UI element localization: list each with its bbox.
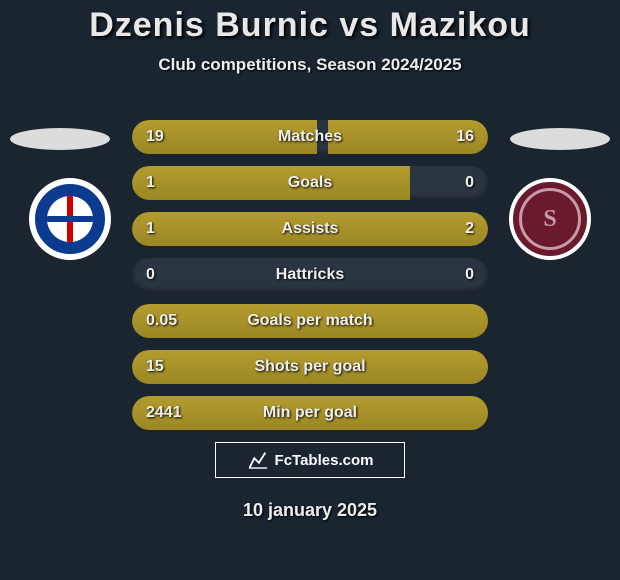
chart-icon — [247, 449, 269, 471]
subtitle: Club competitions, Season 2024/2025 — [0, 55, 620, 75]
player-right-shadow — [510, 128, 610, 150]
club-right-logo: S — [509, 178, 591, 260]
stat-row: 15 Shots per goal — [132, 350, 488, 384]
watermark-text: FcTables.com — [275, 452, 374, 469]
stat-label: Min per goal — [263, 404, 357, 422]
stat-value-right: 0 — [465, 266, 474, 284]
stat-label: Matches — [278, 128, 342, 146]
stat-row: 1 Goals 0 — [132, 166, 488, 200]
stat-label: Goals — [288, 174, 332, 192]
stat-value-left: 1 — [146, 220, 155, 238]
stat-value-right: 0 — [465, 174, 474, 192]
stats-container: 19 Matches 16 1 Goals 0 1 Assists 2 0 Hattricks 0 0.… — [132, 120, 488, 442]
stat-value-left: 2441 — [146, 404, 182, 422]
club-right-initial: S — [543, 206, 556, 233]
stat-value-right: 2 — [465, 220, 474, 238]
stat-row: 19 Matches 16 — [132, 120, 488, 154]
stat-value-left: 15 — [146, 358, 164, 376]
stat-label: Goals per match — [247, 312, 372, 330]
stat-label: Assists — [282, 220, 339, 238]
bar-left — [132, 166, 410, 200]
date-text: 10 january 2025 — [243, 500, 377, 521]
club-left-logo — [29, 178, 111, 260]
stat-row: 0 Hattricks 0 — [132, 258, 488, 292]
stat-row: 0.05 Goals per match — [132, 304, 488, 338]
stat-row: 1 Assists 2 — [132, 212, 488, 246]
stat-value-left: 19 — [146, 128, 164, 146]
stat-value-right: 16 — [456, 128, 474, 146]
watermark[interactable]: FcTables.com — [215, 442, 405, 478]
player-left-shadow — [10, 128, 110, 150]
stat-value-left: 0.05 — [146, 312, 177, 330]
stat-label: Hattricks — [276, 266, 344, 284]
stat-label: Shots per goal — [254, 358, 365, 376]
stat-value-left: 1 — [146, 174, 155, 192]
stat-value-left: 0 — [146, 266, 155, 284]
stat-row: 2441 Min per goal — [132, 396, 488, 430]
page-title: Dzenis Burnic vs Mazikou — [0, 0, 620, 45]
